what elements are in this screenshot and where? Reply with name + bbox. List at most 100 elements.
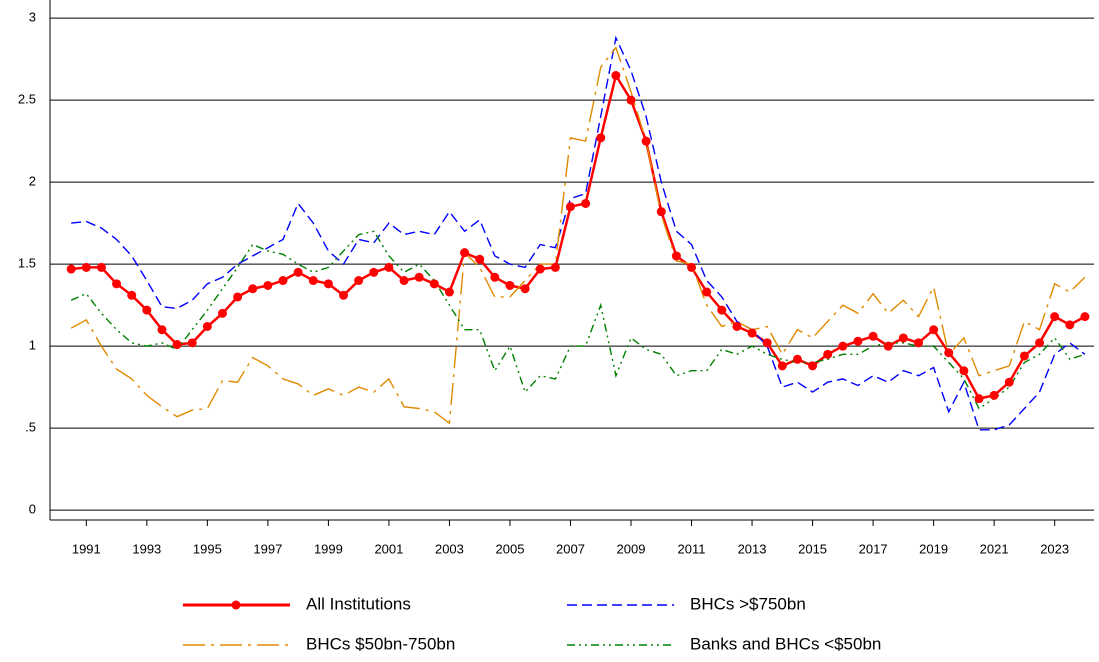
x-tick-label: 1991	[72, 541, 101, 556]
data-point	[263, 280, 273, 290]
data-point	[444, 287, 454, 297]
data-point	[1050, 312, 1060, 322]
data-point	[112, 279, 122, 289]
data-point	[762, 338, 772, 348]
data-point	[974, 394, 984, 404]
data-point	[944, 348, 954, 358]
data-point	[1004, 377, 1014, 387]
data-point	[671, 251, 681, 261]
legend-label: BHCs >$750bn	[690, 594, 806, 613]
x-tick-label: 2021	[980, 541, 1009, 556]
data-point	[1019, 351, 1029, 361]
data-point	[550, 262, 560, 272]
x-tick-label: 2007	[556, 541, 585, 556]
x-tick-label: 2011	[678, 541, 706, 556]
data-point	[339, 290, 349, 300]
data-point	[202, 321, 212, 331]
data-point	[581, 198, 591, 208]
data-point	[611, 71, 621, 81]
data-point	[399, 276, 409, 286]
data-point	[732, 321, 742, 331]
data-point	[369, 267, 379, 277]
x-tick-label: 2023	[1040, 541, 1069, 556]
y-tick-label: 1	[29, 338, 36, 353]
data-point	[792, 354, 802, 364]
x-tick-label: 2013	[738, 541, 767, 556]
data-point	[1065, 320, 1075, 330]
data-point	[626, 95, 636, 105]
data-point	[505, 280, 515, 290]
y-tick-label: 3	[29, 10, 36, 25]
data-point	[248, 284, 258, 294]
data-point	[883, 341, 893, 351]
y-tick-label: 2	[29, 174, 36, 189]
data-point	[777, 361, 787, 371]
data-point	[853, 336, 863, 346]
legend-marker	[231, 600, 241, 610]
data-point	[414, 272, 424, 282]
data-point	[172, 340, 182, 350]
data-point	[1035, 338, 1045, 348]
data-point	[717, 305, 727, 315]
data-point	[460, 248, 470, 258]
x-tick-label: 2003	[435, 541, 464, 556]
data-point	[687, 262, 697, 272]
series-line	[70, 46, 1086, 425]
data-point	[868, 331, 878, 341]
data-point	[308, 276, 318, 286]
data-point	[823, 349, 833, 359]
data-point	[838, 341, 848, 351]
data-point	[702, 287, 712, 297]
x-tick-label: 2015	[798, 541, 827, 556]
x-tick-label: 1993	[132, 541, 161, 556]
data-point	[157, 325, 167, 335]
series-line	[71, 35, 1086, 431]
x-tick-label: 2009	[617, 541, 646, 556]
data-point	[217, 308, 227, 318]
data-point	[490, 272, 500, 282]
data-point	[233, 292, 243, 302]
data-point	[187, 338, 197, 348]
data-point	[475, 254, 485, 264]
data-point	[989, 390, 999, 400]
legend-label: All Institutions	[306, 594, 411, 613]
data-point	[596, 133, 606, 143]
data-point	[354, 276, 364, 286]
y-tick-label: .5	[25, 420, 36, 435]
x-tick-label: 2001	[374, 541, 403, 556]
y-tick-label: 1.5	[18, 256, 36, 271]
data-point	[959, 366, 969, 376]
data-point	[96, 262, 106, 272]
data-point	[565, 202, 575, 212]
x-tick-label: 1997	[253, 541, 282, 556]
data-point	[747, 328, 757, 338]
legend-label: Banks and BHCs <$50bn	[690, 634, 881, 653]
data-point	[913, 338, 923, 348]
data-point	[520, 284, 530, 294]
data-point	[656, 207, 666, 217]
data-point	[323, 279, 333, 289]
data-point	[429, 279, 439, 289]
data-point	[641, 136, 651, 146]
x-tick-label: 1999	[314, 541, 343, 556]
data-point	[66, 264, 76, 274]
data-point	[81, 262, 91, 272]
x-tick-label: 2019	[919, 541, 948, 556]
data-point	[929, 325, 939, 335]
y-tick-label: 2.5	[18, 92, 36, 107]
x-tick-label: 2005	[496, 541, 525, 556]
data-point	[127, 290, 137, 300]
data-point	[1080, 312, 1090, 322]
data-point	[808, 361, 818, 371]
data-point	[293, 267, 303, 277]
series-line	[71, 72, 1086, 401]
legend-label: BHCs $50bn-750bn	[306, 634, 455, 653]
data-point	[535, 264, 545, 274]
y-tick-label: 0	[29, 502, 36, 517]
data-point	[142, 305, 152, 315]
data-point	[384, 262, 394, 272]
series-line	[70, 230, 1086, 410]
x-tick-label: 1995	[193, 541, 222, 556]
data-point	[898, 333, 908, 343]
